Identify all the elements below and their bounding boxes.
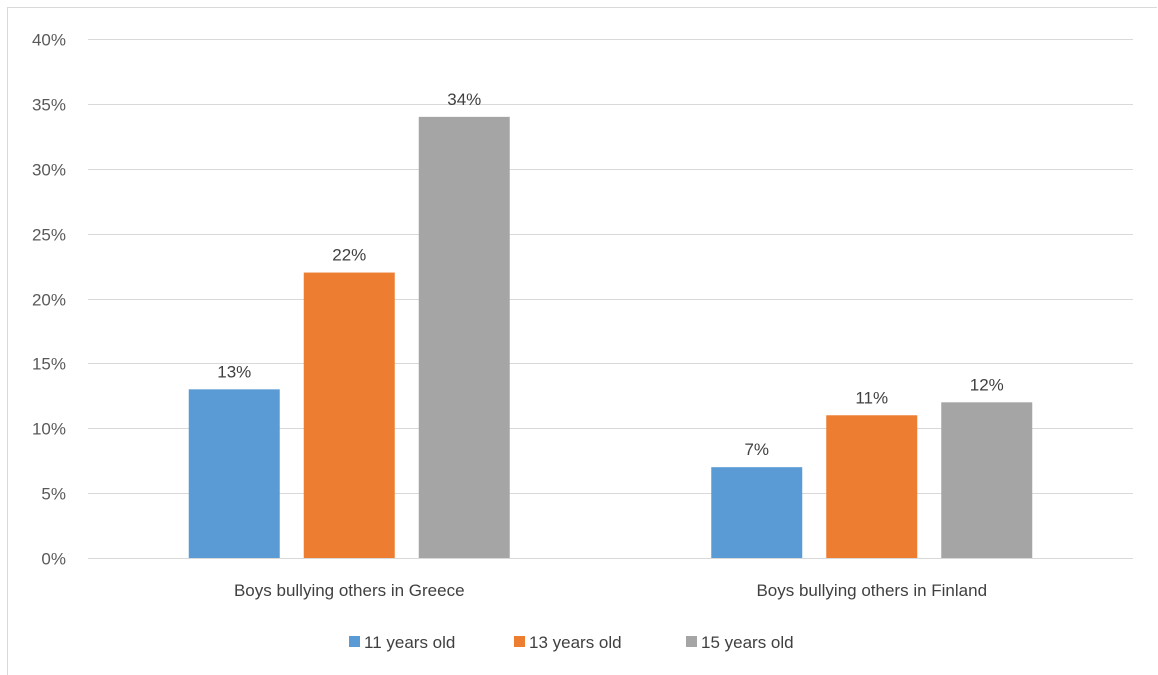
legend-swatch [349,636,360,647]
bar-15-years-old [941,402,1033,558]
data-label: 34% [447,90,481,109]
legend-swatch [686,636,697,647]
y-tick-label: 20% [32,291,66,310]
legend-label: 13 years old [529,633,622,652]
data-label: 12% [970,375,1004,394]
category-label: Boys bullying others in Finland [756,581,987,600]
legend-swatch [514,636,525,647]
bar-11-years-old [711,467,803,558]
bar-13-years-old [303,272,395,558]
bar-11-years-old [188,389,280,558]
y-tick-label: 15% [32,355,66,374]
data-label: 7% [744,440,769,459]
data-label: 11% [855,388,888,407]
y-tick-label: 30% [32,161,66,180]
y-tick-label: 25% [32,226,66,245]
y-tick-label: 10% [32,420,66,439]
category-label: Boys bullying others in Greece [234,581,465,600]
bar-13-years-old [826,415,918,558]
y-tick-label: 35% [32,96,66,115]
legend-label: 15 years old [701,633,794,652]
data-label: 13% [217,362,251,381]
y-tick-label: 5% [41,485,66,504]
legend-label: 11 years old [364,633,455,652]
y-tick-label: 40% [32,31,66,50]
data-label: 22% [332,246,366,265]
bar-15-years-old [418,116,510,558]
y-tick-label: 0% [41,550,66,569]
chart-frame [7,7,1157,675]
